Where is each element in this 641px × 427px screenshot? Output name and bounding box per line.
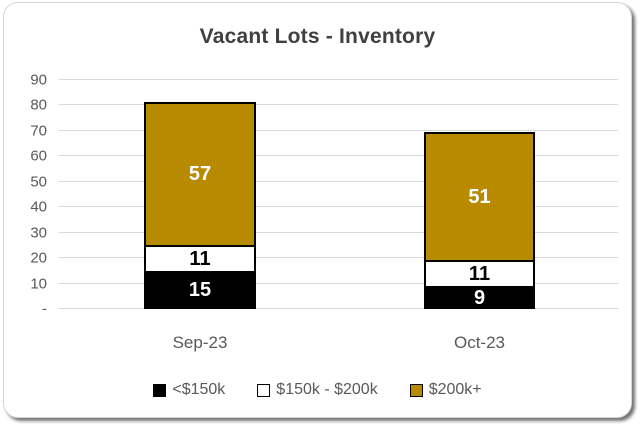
data-label: 57 — [188, 163, 212, 186]
data-label: 11 — [468, 263, 491, 286]
y-tick-label: 50 — [30, 173, 47, 191]
legend-swatch — [409, 383, 423, 397]
y-tick-label: - — [42, 300, 47, 318]
gridline — [59, 180, 618, 182]
x-axis-labels: Sep-23 Oct-23 — [59, 333, 618, 355]
stacked-bar-oct-23: 9 11 51 — [424, 80, 535, 309]
legend-item: <$150k — [153, 381, 225, 399]
bar-segment: 51 — [424, 132, 535, 263]
legend-label: $200k+ — [428, 381, 482, 398]
data-label: 9 — [473, 286, 486, 309]
gridline — [59, 282, 618, 284]
legend-item: $200k+ — [409, 381, 482, 399]
gridline — [59, 129, 618, 131]
category-label: Oct-23 — [453, 333, 506, 352]
gridline — [59, 79, 618, 80]
chart-card: Vacant Lots - Inventory - 10 20 30 40 50 60 70 8… — [3, 2, 632, 418]
y-tick-label: 60 — [30, 147, 47, 165]
bar-segment: 9 — [424, 286, 535, 309]
stacked-bar-sep-23: 15 11 57 — [144, 80, 256, 309]
bar-segment: 11 — [144, 244, 256, 273]
data-label: 15 — [188, 278, 212, 301]
bar-segment: 11 — [424, 260, 535, 289]
data-label: 51 — [468, 186, 491, 209]
legend: <$150k $150k - $200k $200k+ — [4, 381, 631, 399]
bar-segment: 57 — [144, 101, 256, 247]
plot-area: -10 20 30 40 50 60 70 80 90 15 11 57 9 11 51 — [30, 73, 618, 317]
y-tick-label: 80 — [30, 96, 47, 114]
legend-label: <$150k — [172, 381, 226, 398]
chart-title: Vacant Lots - Inventory — [199, 25, 436, 48]
gridline — [59, 231, 618, 233]
y-tick-label: 70 — [30, 122, 47, 140]
category-label: Sep-23 — [172, 333, 228, 352]
y-tick-label: 10 — [30, 275, 47, 293]
y-tick-label: 90 — [30, 71, 47, 89]
y-tick-label: 40 — [30, 198, 47, 216]
legend-swatch — [153, 383, 167, 397]
y-tick-label: 30 — [30, 224, 47, 242]
gridline — [59, 206, 618, 208]
gridline — [59, 308, 618, 309]
legend-swatch — [257, 383, 271, 397]
gridline — [59, 104, 618, 106]
gridline — [59, 155, 618, 157]
bar-segment: 15 — [144, 270, 256, 309]
legend-label: $150k - $200k — [276, 381, 378, 398]
data-label: 11 — [189, 247, 211, 270]
legend-item: $150k - $200k — [257, 381, 378, 399]
gridline — [59, 257, 618, 259]
y-tick-label: 20 — [30, 249, 47, 267]
